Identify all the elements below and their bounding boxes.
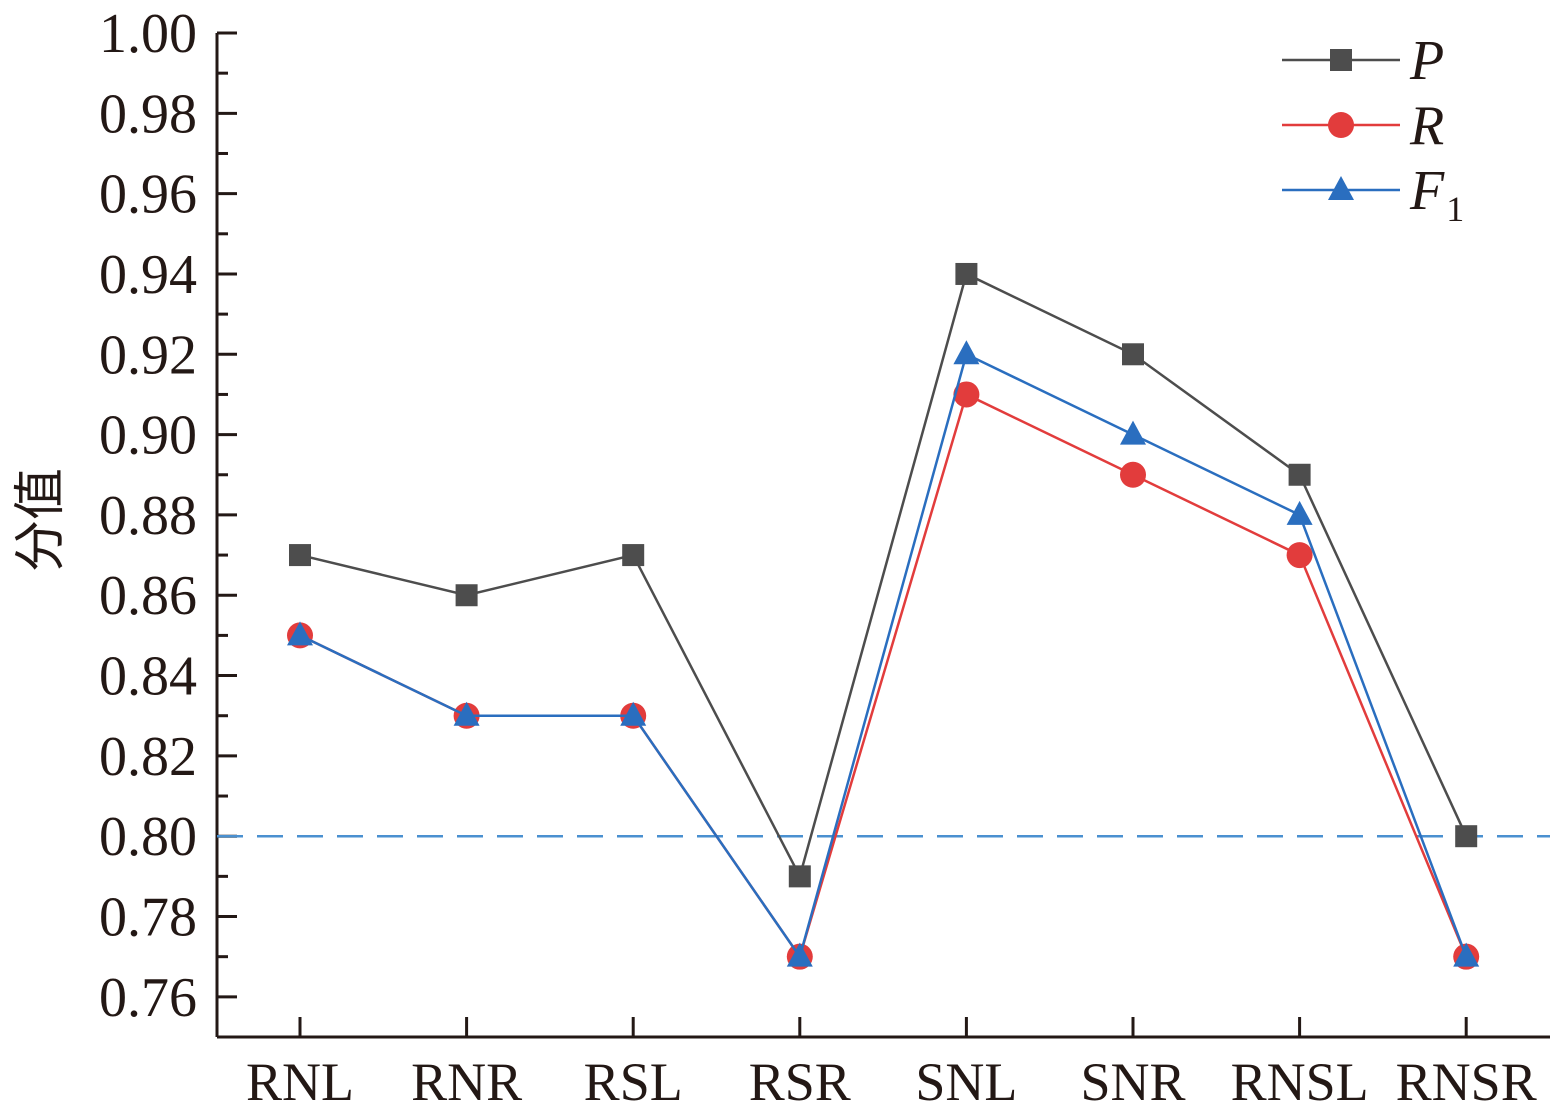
legend-label: R bbox=[1409, 95, 1444, 157]
legend-marker bbox=[1328, 112, 1354, 138]
data-point bbox=[453, 701, 480, 726]
data-point bbox=[1286, 542, 1313, 569]
data-point bbox=[786, 942, 813, 967]
series-p bbox=[289, 262, 1478, 888]
y-tick-label: 0.82 bbox=[99, 726, 197, 788]
y-tick-label: 0.92 bbox=[99, 324, 197, 386]
data-point bbox=[953, 340, 980, 365]
data-point bbox=[953, 381, 980, 408]
legend-item: P bbox=[1282, 30, 1444, 92]
x-tick-label: SNR bbox=[1080, 1052, 1185, 1112]
data-point bbox=[788, 865, 811, 888]
y-tick-label: 0.96 bbox=[99, 164, 197, 226]
data-point bbox=[287, 621, 313, 646]
x-tick-label: RNSR bbox=[1396, 1052, 1537, 1112]
x-tick-label: RSR bbox=[749, 1052, 851, 1112]
data-point bbox=[1120, 420, 1146, 445]
data-point bbox=[1120, 461, 1146, 488]
data-point bbox=[1288, 463, 1311, 486]
x-tick-label: RNL bbox=[246, 1052, 354, 1112]
y-tick-label: 0.88 bbox=[99, 485, 197, 547]
x-tick-label: RSL bbox=[584, 1052, 683, 1112]
series-f1 bbox=[287, 340, 1480, 967]
data-point bbox=[1286, 500, 1313, 525]
y-tick-label: 0.94 bbox=[99, 244, 197, 306]
x-tick-label: RNR bbox=[411, 1052, 522, 1112]
legend-label-subscript: 1 bbox=[1446, 189, 1464, 229]
data-point bbox=[620, 701, 647, 726]
y-tick-label: 0.78 bbox=[99, 887, 197, 949]
legend-label: F1 bbox=[1409, 160, 1464, 229]
axes: 0.76 0.78 0.80 0.82 0.84 0.86 0.88 0.90 0.92 0.94… bbox=[99, 3, 1550, 1112]
data-point bbox=[455, 584, 478, 607]
series-line bbox=[299, 352, 1468, 960]
data-point bbox=[289, 544, 311, 567]
legend-marker bbox=[1330, 49, 1352, 71]
data-point bbox=[1122, 343, 1144, 366]
y-tick-label: 0.90 bbox=[99, 405, 197, 467]
data-point bbox=[622, 544, 645, 567]
legend-marker bbox=[1328, 176, 1354, 200]
y-tick-label: 0.80 bbox=[99, 806, 197, 868]
legend-item: F1 bbox=[1282, 160, 1464, 229]
series-line bbox=[299, 272, 1468, 880]
y-tick-label: 1.00 bbox=[99, 3, 197, 65]
series-group bbox=[287, 262, 1480, 970]
legend-item: R bbox=[1282, 95, 1444, 157]
y-axis-label: 分值 bbox=[11, 468, 71, 572]
y-tick-label: 0.76 bbox=[99, 967, 197, 1029]
y-tick-label: 0.84 bbox=[99, 646, 197, 708]
x-tick-label: RNSL bbox=[1231, 1052, 1369, 1112]
data-point bbox=[1453, 942, 1480, 967]
y-tick-label: 0.98 bbox=[99, 83, 197, 145]
data-point bbox=[955, 262, 978, 285]
data-point bbox=[1455, 825, 1478, 848]
y-tick-label: 0.86 bbox=[99, 565, 197, 627]
legend-label: P bbox=[1409, 30, 1444, 92]
x-tick-label: SNL bbox=[915, 1052, 1017, 1112]
